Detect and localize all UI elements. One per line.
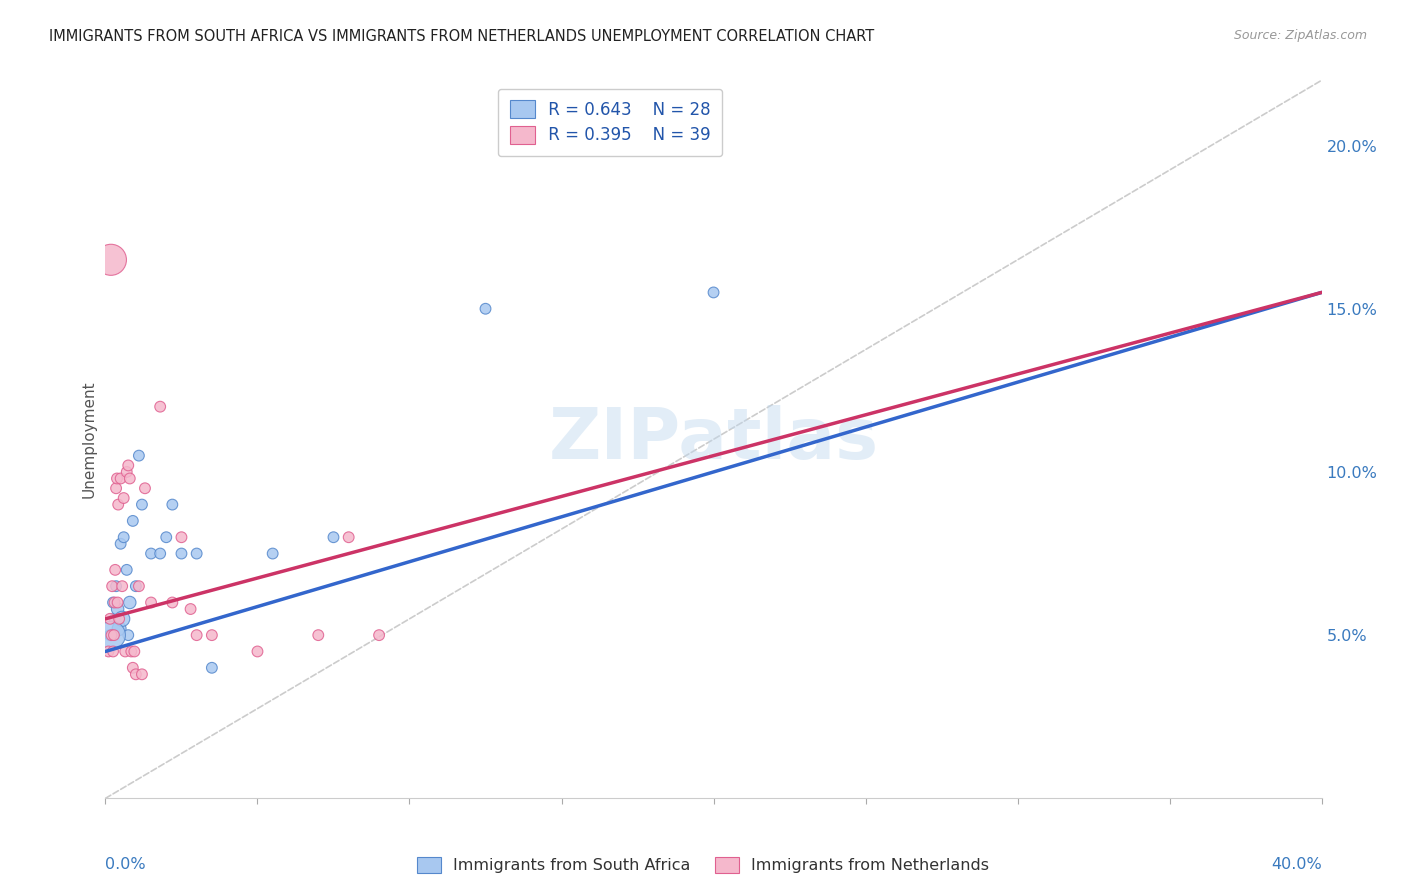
Point — [100, 252, 122, 267]
Text: 40.0%: 40.0% — [1271, 857, 1322, 872]
Point — [155, 530, 177, 544]
Point — [107, 498, 129, 512]
Point — [307, 628, 329, 642]
Point — [149, 400, 172, 414]
Point — [112, 530, 135, 544]
Point — [101, 595, 124, 609]
Legend: Immigrants from South Africa, Immigrants from Netherlands: Immigrants from South Africa, Immigrants… — [411, 850, 995, 880]
Point — [100, 628, 122, 642]
Point — [105, 481, 128, 495]
Point — [162, 498, 184, 512]
Point — [246, 644, 269, 658]
Point — [101, 644, 124, 658]
Point — [125, 579, 148, 593]
Point — [100, 628, 122, 642]
Point — [180, 602, 202, 616]
Point — [121, 661, 143, 675]
Point — [111, 612, 134, 626]
Point — [103, 612, 125, 626]
Point — [162, 595, 184, 609]
Text: Source: ZipAtlas.com: Source: ZipAtlas.com — [1233, 29, 1367, 43]
Point — [186, 547, 208, 561]
Point — [108, 622, 131, 636]
Legend:  R = 0.643    N = 28,  R = 0.395    N = 39: R = 0.643 N = 28, R = 0.395 N = 39 — [498, 88, 723, 156]
Point — [118, 471, 141, 485]
Point — [149, 547, 172, 561]
Point — [117, 628, 139, 642]
Point — [134, 481, 156, 495]
Point — [103, 628, 125, 642]
Point — [114, 644, 136, 658]
Point — [201, 661, 224, 675]
Point — [337, 530, 360, 544]
Point — [105, 579, 128, 593]
Point — [107, 595, 129, 609]
Point — [131, 498, 153, 512]
Y-axis label: Unemployment: Unemployment — [82, 381, 97, 498]
Point — [107, 602, 129, 616]
Point — [111, 579, 134, 593]
Text: 0.0%: 0.0% — [105, 857, 146, 872]
Point — [110, 537, 132, 551]
Point — [170, 530, 193, 544]
Point — [139, 547, 162, 561]
Point — [186, 628, 208, 642]
Point — [124, 644, 146, 658]
Point — [97, 644, 120, 658]
Text: ZIPatlas: ZIPatlas — [548, 405, 879, 474]
Point — [115, 563, 138, 577]
Text: IMMIGRANTS FROM SOUTH AFRICA VS IMMIGRANTS FROM NETHERLANDS UNEMPLOYMENT CORRELA: IMMIGRANTS FROM SOUTH AFRICA VS IMMIGRAN… — [49, 29, 875, 45]
Point — [112, 491, 135, 505]
Point — [117, 458, 139, 473]
Point — [110, 471, 132, 485]
Point — [702, 285, 725, 300]
Point — [108, 612, 131, 626]
Point — [118, 595, 141, 609]
Point — [121, 514, 143, 528]
Point — [125, 667, 148, 681]
Point — [139, 595, 162, 609]
Point — [98, 628, 121, 642]
Point — [262, 547, 284, 561]
Point — [101, 579, 124, 593]
Point — [104, 563, 127, 577]
Point — [322, 530, 344, 544]
Point — [368, 628, 391, 642]
Point — [131, 667, 153, 681]
Point — [128, 579, 150, 593]
Point — [201, 628, 224, 642]
Point — [128, 449, 150, 463]
Point — [115, 465, 138, 479]
Point — [170, 547, 193, 561]
Point — [120, 644, 142, 658]
Point — [98, 612, 121, 626]
Point — [105, 471, 128, 485]
Point — [103, 595, 125, 609]
Point — [474, 301, 496, 316]
